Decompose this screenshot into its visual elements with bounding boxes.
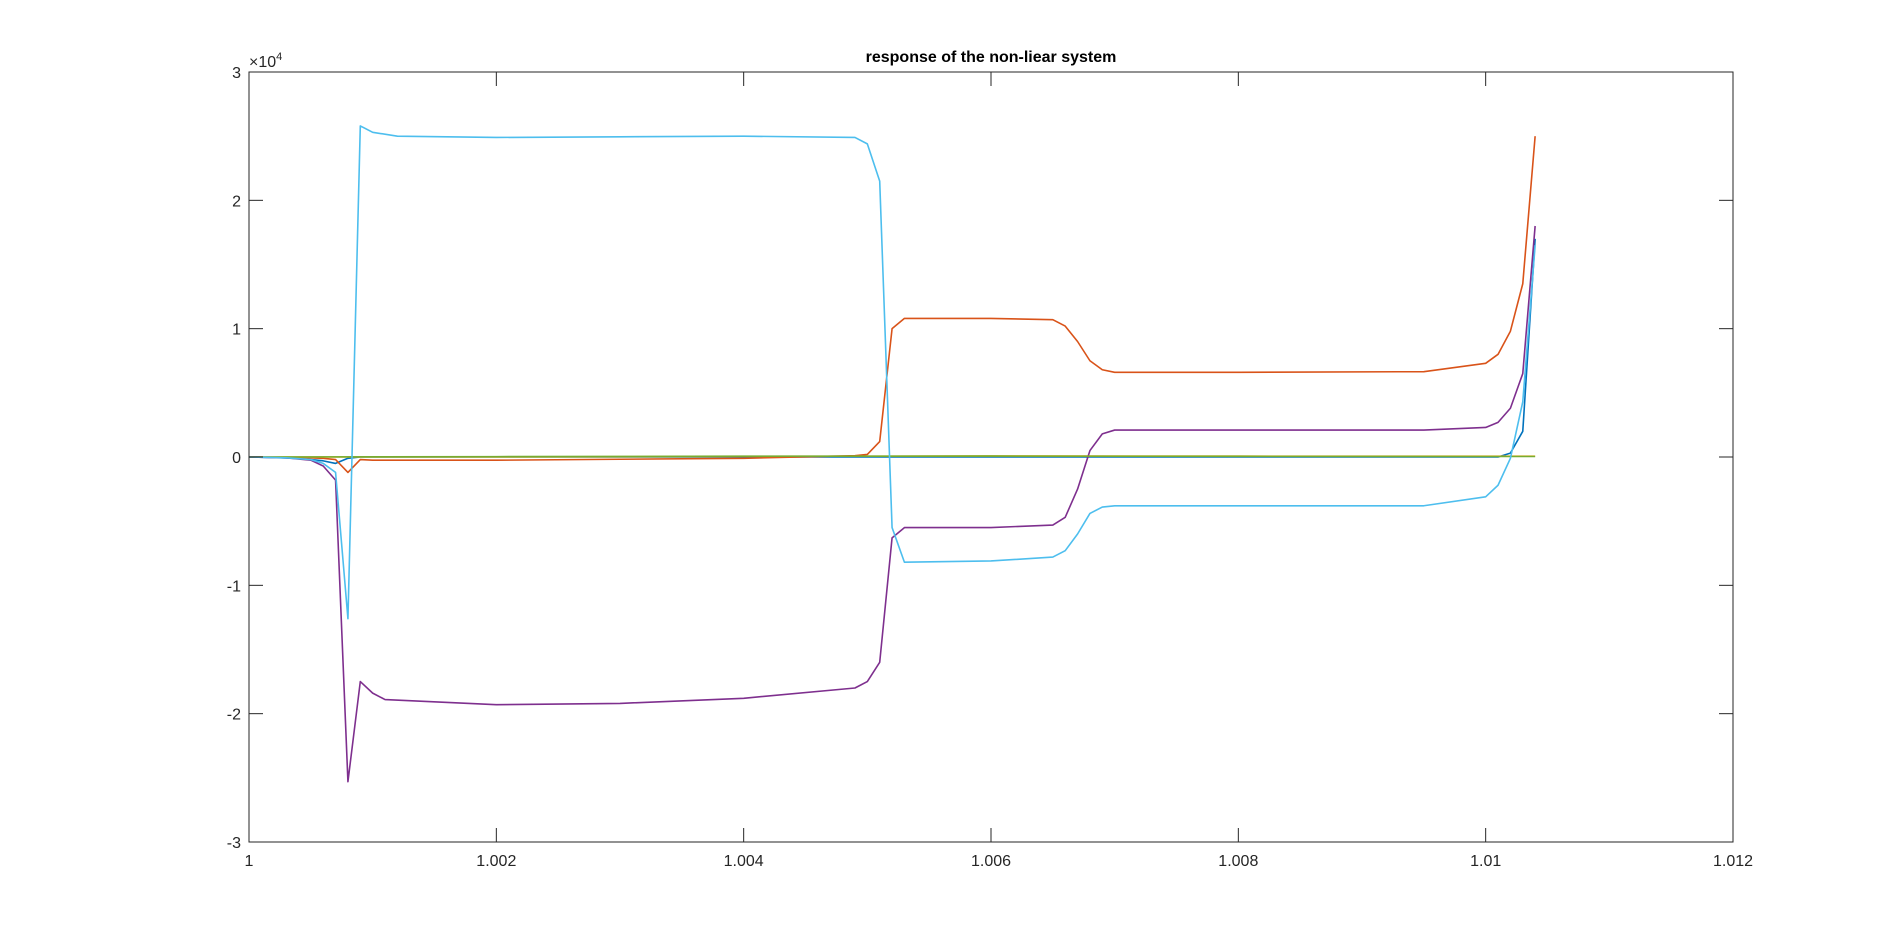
- x-tick-label: 1: [245, 853, 254, 870]
- series-line-5: [248, 455, 1536, 458]
- series-line-6: [248, 125, 1536, 620]
- y-tick-label: 0: [232, 450, 241, 467]
- series-lines: [248, 125, 1536, 783]
- y-tick-label: -2: [227, 707, 241, 724]
- x-tick-label: 1.002: [476, 853, 516, 870]
- y-tick-label: -3: [227, 835, 241, 852]
- x-tick-label: 1.01: [1470, 853, 1501, 870]
- x-axis-ticks: 1 1.002 1.004 1.006 1.008 1.01 1.012: [245, 72, 1753, 870]
- y-tick-label: 2: [232, 193, 241, 210]
- x-tick-label: 1.004: [724, 853, 764, 870]
- series-line-2: [248, 136, 1536, 474]
- chart-title: response of the non-liear system: [866, 49, 1117, 66]
- y-axis-ticks: -3 -2 -1 0 1 2 3: [227, 65, 1733, 852]
- x-tick-label: 1.006: [971, 853, 1011, 870]
- series-line-4: [248, 225, 1536, 783]
- y-tick-label: 3: [232, 65, 241, 82]
- x-tick-label: 1.012: [1713, 853, 1753, 870]
- y-axis-exponent-power: 4: [276, 51, 282, 63]
- y-tick-label: 1: [232, 322, 241, 339]
- y-axis-exponent: ×104: [249, 51, 282, 71]
- axes: 1 1.002 1.004 1.006 1.008 1.01 1.012 -3 -2 -1 0 1 2…: [227, 65, 1753, 870]
- y-axis-exponent-base: ×10: [249, 54, 276, 71]
- y-tick-label: -1: [227, 578, 241, 595]
- x-tick-label: 1.008: [1218, 853, 1258, 870]
